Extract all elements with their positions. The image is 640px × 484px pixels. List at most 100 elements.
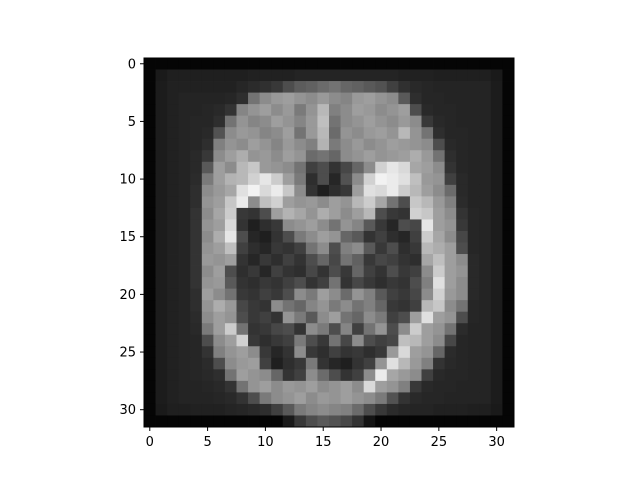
heatmap-cell — [259, 277, 272, 290]
heatmap-cell — [224, 242, 237, 255]
heatmap-cell — [421, 346, 434, 359]
heatmap-cell — [305, 81, 318, 93]
heatmap-cell — [178, 69, 191, 82]
heatmap-cell — [386, 104, 399, 117]
heatmap-cell — [398, 69, 411, 82]
heatmap-cell — [317, 219, 330, 232]
heatmap-cell — [294, 196, 307, 209]
heatmap-cell — [201, 150, 214, 163]
heatmap-cell — [248, 334, 261, 347]
heatmap-cell — [178, 219, 191, 232]
heatmap-cell — [167, 300, 180, 313]
heatmap-cell — [456, 58, 469, 70]
heatmap-cell — [144, 219, 156, 232]
heatmap-cell — [444, 403, 457, 416]
heatmap-cell — [456, 138, 469, 151]
heatmap-cell — [248, 415, 261, 428]
heatmap-cell — [363, 173, 376, 186]
heatmap-cell — [433, 392, 446, 405]
heatmap-cell — [282, 265, 295, 278]
heatmap-cell — [444, 196, 457, 209]
heatmap-cell — [167, 277, 180, 290]
heatmap-cell — [340, 277, 353, 290]
heatmap-cell — [340, 334, 353, 347]
heatmap-cell — [375, 254, 388, 266]
heatmap-cell — [213, 196, 226, 209]
heatmap-cell — [248, 254, 261, 266]
heatmap-cell — [409, 150, 422, 163]
heatmap-cell — [421, 323, 434, 336]
heatmap-cell — [386, 69, 399, 82]
heatmap-cell — [479, 92, 492, 105]
heatmap-cell — [398, 277, 411, 290]
heatmap-cell — [363, 138, 376, 151]
heatmap-cell — [294, 380, 307, 393]
heatmap-cell — [398, 58, 411, 70]
heatmap-cell — [282, 369, 295, 382]
heatmap-cell — [178, 392, 191, 405]
heatmap-cell — [167, 173, 180, 186]
heatmap-cell — [144, 115, 156, 128]
heatmap-cell — [155, 184, 168, 197]
heatmap-cell — [398, 357, 411, 370]
heatmap-cell — [271, 300, 284, 313]
heatmap-cell — [502, 346, 515, 359]
heatmap-cell — [155, 242, 168, 255]
heatmap-cell — [282, 104, 295, 117]
heatmap-cell — [340, 369, 353, 382]
heatmap-cell — [259, 138, 272, 151]
heatmap-cell — [375, 127, 388, 140]
heatmap-cell — [317, 115, 330, 128]
heatmap-cell — [213, 115, 226, 128]
heatmap-cell — [375, 161, 388, 174]
heatmap-cell — [236, 196, 249, 209]
heatmap-cell — [433, 230, 446, 243]
heatmap-cell — [294, 403, 307, 416]
heatmap-cell — [155, 403, 168, 416]
heatmap-cell — [375, 415, 388, 428]
heatmap-cell — [144, 92, 156, 105]
heatmap-cell — [352, 323, 365, 336]
heatmap-cell — [282, 392, 295, 405]
heatmap-cell — [398, 115, 411, 128]
heatmap-cell — [167, 184, 180, 197]
heatmap-cell — [409, 346, 422, 359]
heatmap-cell — [305, 230, 318, 243]
heatmap-cell — [409, 69, 422, 82]
heatmap-cell — [340, 184, 353, 197]
heatmap-cell — [502, 173, 515, 186]
heatmap-cell — [155, 392, 168, 405]
heatmap-cell — [224, 69, 237, 82]
heatmap-cell — [236, 161, 249, 174]
heatmap-cell — [329, 277, 341, 290]
heatmap-cell — [421, 300, 434, 313]
heatmap-cell — [259, 392, 272, 405]
heatmap-cell — [421, 184, 434, 197]
heatmap-cell — [144, 311, 156, 324]
heatmap-cell — [375, 311, 388, 324]
heatmap-cell — [433, 196, 446, 209]
heatmap-cell — [155, 219, 168, 232]
x-tick-label: 20 — [373, 435, 390, 450]
heatmap-cell — [236, 230, 249, 243]
heatmap-cell — [421, 150, 434, 163]
heatmap-cell — [201, 58, 214, 70]
heatmap-cell — [421, 288, 434, 301]
heatmap-cell — [224, 380, 237, 393]
heatmap-cell — [236, 115, 249, 128]
heatmap-cell — [167, 69, 180, 82]
heatmap-cell — [375, 288, 388, 301]
heatmap-cell — [456, 277, 469, 290]
heatmap-cell — [433, 150, 446, 163]
heatmap-cell — [248, 219, 261, 232]
heatmap-cell — [167, 104, 180, 117]
heatmap-cell — [502, 277, 515, 290]
heatmap-cell — [144, 254, 156, 266]
heatmap-cell — [224, 127, 237, 140]
heatmap-cell — [456, 311, 469, 324]
heatmap-cell — [467, 104, 480, 117]
heatmap-cell — [444, 288, 457, 301]
heatmap-cell — [479, 138, 492, 151]
heatmap-cell — [236, 184, 249, 197]
heatmap-cell — [479, 403, 492, 416]
